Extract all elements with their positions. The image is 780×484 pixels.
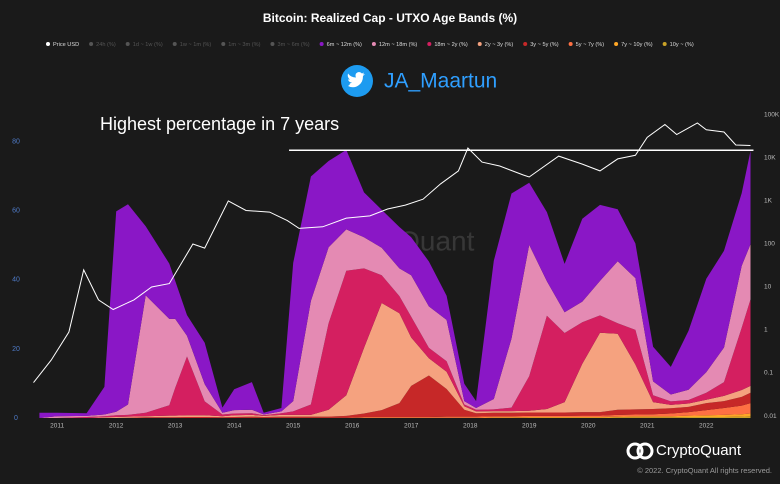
y2-tick-label: 0.1: [764, 370, 773, 377]
legend-label: 12m ~ 18m (%): [379, 42, 418, 48]
legend-item: 6m ~ 12m (%): [319, 42, 362, 48]
chart-title: Bitcoin: Realized Cap - UTXO Age Bands (…: [263, 11, 517, 25]
legend-label: 1w ~ 1m (%): [180, 42, 212, 48]
x-tick-label: 2016: [345, 423, 360, 430]
x-tick-label: 2012: [109, 423, 124, 430]
brand-name: CryptoQuant: [656, 442, 742, 459]
x-tick-label: 2013: [168, 423, 183, 430]
y2-tick-label: 100K: [764, 112, 780, 119]
legend-item: 5y ~ 7y (%): [568, 42, 605, 48]
legend-item: 1w ~ 1m (%): [172, 42, 212, 48]
x-tick-label: 2022: [699, 423, 714, 430]
legend-item: 24h (%): [89, 42, 116, 48]
legend-marker: [568, 42, 573, 46]
legend-item: 3m ~ 6m (%): [270, 42, 310, 48]
x-tick-label: 2021: [640, 423, 655, 430]
y-tick-label: 0: [14, 415, 18, 422]
legend-label: 1d ~ 1w (%): [133, 42, 163, 48]
twitter-icon: [341, 65, 373, 97]
y-tick-label: 80: [12, 138, 20, 145]
legend-item: 1m ~ 3m (%): [221, 42, 261, 48]
legend-label: 3y ~ 5y (%): [530, 42, 559, 48]
legend-marker: [371, 42, 376, 46]
price-line: [33, 122, 751, 383]
legend-marker: [221, 42, 226, 46]
legend-label: 10y ~ (%): [670, 42, 694, 48]
legend-label: 1m ~ 3m (%): [228, 42, 260, 48]
area-band: [39, 149, 751, 418]
y2-tick-label: 1: [764, 327, 768, 334]
legend-label: 3m ~ 6m (%): [277, 42, 309, 48]
brand-logo: [626, 442, 654, 460]
x-tick-label: 2011: [50, 423, 64, 430]
legend-item: 12m ~ 18m (%): [371, 42, 418, 48]
area-band: [39, 268, 751, 418]
legend-marker: [614, 42, 619, 46]
legend-item: 3y ~ 5y (%): [523, 42, 559, 48]
legend-label: 18m ~ 2y (%): [434, 42, 468, 48]
legend-item: 1d ~ 1w (%): [125, 42, 163, 48]
legend-label: 2y ~ 3y (%): [485, 42, 514, 48]
x-tick-label: 2019: [522, 423, 537, 430]
legend-item: 2y ~ 3y (%): [477, 42, 514, 48]
legend-marker: [46, 42, 50, 46]
legend-marker: [477, 42, 482, 46]
legend-marker: [125, 42, 130, 46]
y-tick-label: 20: [12, 346, 20, 353]
legend-marker: [172, 42, 177, 46]
area-band: [39, 303, 751, 418]
x-tick-label: 2015: [286, 423, 301, 430]
legend-item: 7y ~ 10y (%): [614, 42, 653, 48]
x-tick-label: 2014: [227, 423, 242, 430]
x-tick-label: 2017: [404, 423, 419, 430]
legend-marker: [427, 42, 432, 46]
legend-label: 5y ~ 7y (%): [576, 42, 605, 48]
legend-marker: [662, 42, 667, 46]
x-tick-label: 2020: [581, 423, 596, 430]
legend-item: Price USD: [46, 42, 79, 48]
legend-label: 6m ~ 12m (%): [327, 42, 362, 48]
area-band: [39, 375, 751, 418]
area-band: [39, 416, 751, 418]
legend-marker: [89, 42, 94, 46]
legend-marker: [270, 42, 275, 46]
area-band: [39, 229, 751, 418]
legend-label: 7y ~ 10y (%): [621, 42, 653, 48]
annotation: Highest percentage in 7 years: [100, 114, 339, 134]
y2-tick-label: 10K: [764, 155, 776, 162]
legend-label: 24h (%): [96, 42, 116, 48]
legend-marker: [319, 42, 324, 46]
legend-item: 10y ~ (%): [662, 42, 694, 48]
y2-tick-label: 100: [764, 241, 775, 248]
y2-tick-label: 1K: [764, 198, 773, 205]
y-tick-label: 40: [12, 277, 20, 284]
y2-tick-label: 10: [764, 284, 772, 291]
twitter-handle: JA_Maartun: [384, 70, 497, 93]
y2-tick-label: 0.01: [764, 413, 777, 420]
copyright: © 2022. CryptoQuant All rights reserved.: [637, 466, 772, 475]
legend-label: Price USD: [53, 42, 79, 48]
x-tick-label: 2018: [463, 423, 478, 430]
legend-marker: [523, 42, 528, 46]
y-tick-label: 60: [12, 208, 20, 215]
legend-item: 18m ~ 2y (%): [427, 42, 468, 48]
